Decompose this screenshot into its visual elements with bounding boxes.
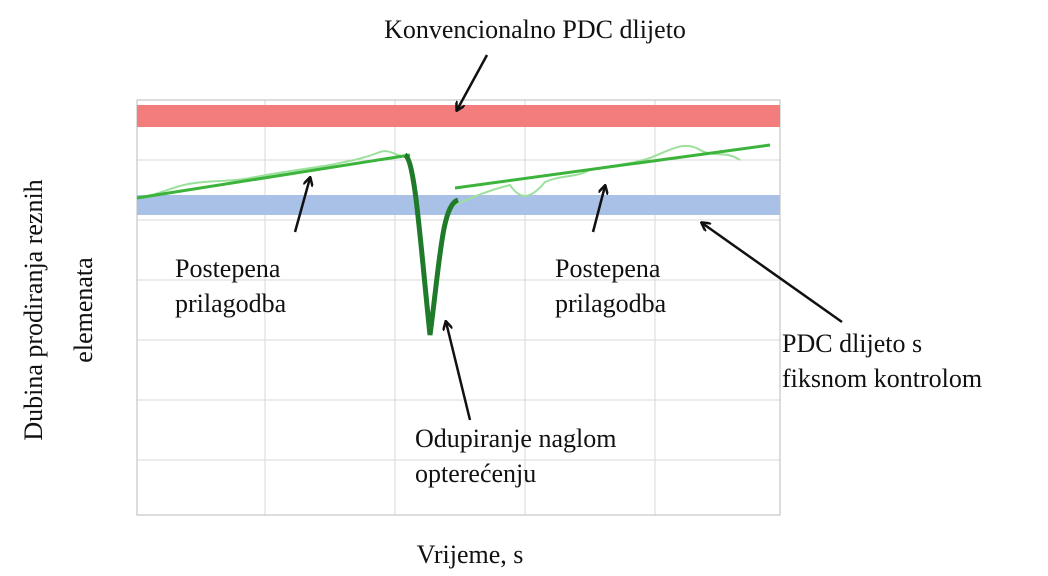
load-spike	[403, 152, 460, 336]
grid	[137, 100, 780, 515]
right-trend	[454, 143, 771, 190]
arrow	[446, 322, 472, 421]
conventional-band	[137, 105, 780, 127]
annotation: opterećenju	[415, 459, 536, 488]
arrow	[293, 178, 310, 233]
x-label: Vrijeme, s	[417, 540, 524, 569]
annotation: prilagodba	[175, 289, 287, 318]
left-wavy-curve	[136, 150, 411, 199]
y-label: elemenata	[69, 257, 98, 363]
arrow	[591, 186, 605, 233]
plot-frame	[136, 99, 781, 516]
annotation: prilagodba	[555, 289, 667, 318]
annotation: Odupiranje naglom	[415, 424, 616, 453]
fixed-band	[137, 195, 780, 215]
arrow	[457, 54, 489, 110]
left-trend	[136, 153, 411, 200]
annotation: Postepena	[175, 254, 281, 283]
title: Konvencionalno PDC dlijeto	[384, 15, 686, 44]
y-label: Dubina prodiranja reznih	[19, 179, 48, 440]
annotation: Postepena	[555, 254, 661, 283]
annotation: fiksnom kontrolom	[782, 364, 982, 393]
arrow	[702, 223, 843, 324]
annotation: PDC dlijeto s	[782, 329, 922, 358]
